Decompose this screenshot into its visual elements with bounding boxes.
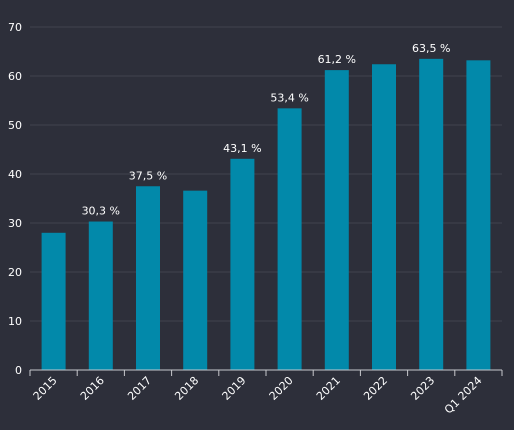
bar (277, 108, 302, 370)
x-tick-label: 2019 (220, 374, 249, 403)
data-label: 63,5 % (412, 42, 450, 55)
data-label: 61,2 % (318, 53, 356, 66)
y-tick-label: 0 (15, 364, 22, 377)
data-label: 30,3 % (82, 205, 120, 218)
bar (183, 190, 208, 370)
bar (419, 58, 444, 370)
bar (88, 221, 113, 370)
data-label: 53,4 % (270, 91, 308, 104)
bar (41, 232, 66, 370)
bar (230, 158, 255, 370)
bars (41, 58, 491, 371)
bar (372, 64, 396, 371)
x-tick-label: 2016 (78, 374, 107, 403)
y-tick-label: 30 (8, 217, 22, 230)
x-tick-label: 2021 (314, 374, 343, 403)
bar (324, 70, 349, 371)
y-tick-label: 70 (8, 21, 22, 34)
data-label: 43,1 % (223, 142, 261, 155)
y-tick-label: 10 (8, 315, 22, 328)
x-tick-label: 2023 (408, 374, 437, 403)
bar (136, 186, 160, 370)
y-tick-label: 40 (8, 168, 22, 181)
x-tick-label: 2020 (267, 374, 296, 403)
data-labels: 30,3 % 37,5 % 43,1 % 53,4 % 61,2 % 63,5 % (82, 42, 451, 218)
y-tick-label: 60 (8, 70, 22, 83)
x-tick-label: 2017 (125, 374, 154, 403)
x-tick-label: Q1 2024 (442, 374, 485, 417)
x-tick-label: 2022 (361, 374, 390, 403)
x-tick-label: 2018 (172, 374, 201, 403)
y-tick-label: 20 (8, 266, 22, 279)
bar (466, 60, 491, 370)
data-label: 37,5 % (129, 169, 167, 182)
x-tick-label: 2015 (31, 374, 60, 403)
y-tick-label: 50 (8, 119, 22, 132)
